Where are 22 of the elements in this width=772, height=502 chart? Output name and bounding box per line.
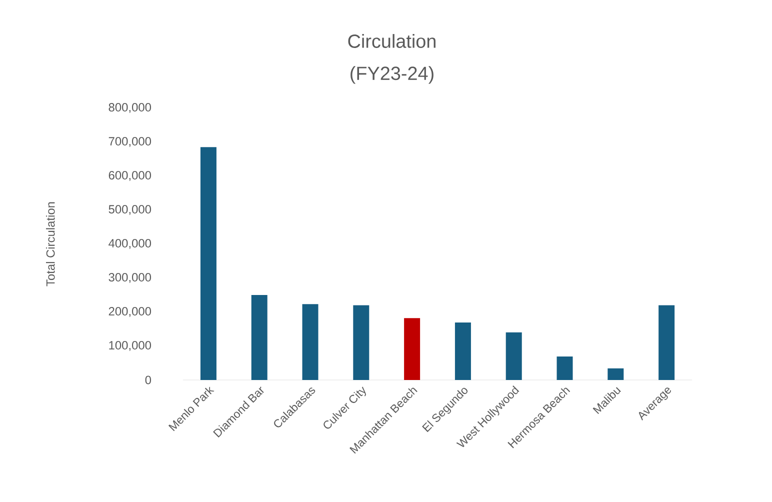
y-tick-label: 500,000: [108, 205, 152, 215]
chart-title: Circulation: [348, 34, 436, 48]
y-tick-label: 400,000: [108, 239, 152, 249]
y-tick-label: 600,000: [108, 171, 152, 181]
bar: [556, 356, 573, 380]
y-axis-title: Total Circulation: [46, 202, 55, 286]
y-tick-label: 300,000: [108, 273, 152, 283]
y-tick-label: 800,000: [108, 103, 152, 113]
y-tick-label: 100,000: [109, 341, 152, 351]
bar: [658, 305, 675, 380]
y-tick-label: 700,000: [108, 137, 152, 147]
bar: [404, 318, 420, 380]
bar: [353, 305, 370, 380]
y-tick-label: 0: [145, 376, 152, 384]
bar: [251, 294, 268, 380]
bar: [506, 332, 522, 380]
y-tick-label: 200,000: [108, 307, 152, 317]
bar: [200, 147, 216, 380]
bar: [302, 304, 318, 380]
bar: [454, 322, 471, 380]
chart-subtitle: (FY23-24): [350, 66, 434, 84]
bar: [608, 368, 624, 380]
